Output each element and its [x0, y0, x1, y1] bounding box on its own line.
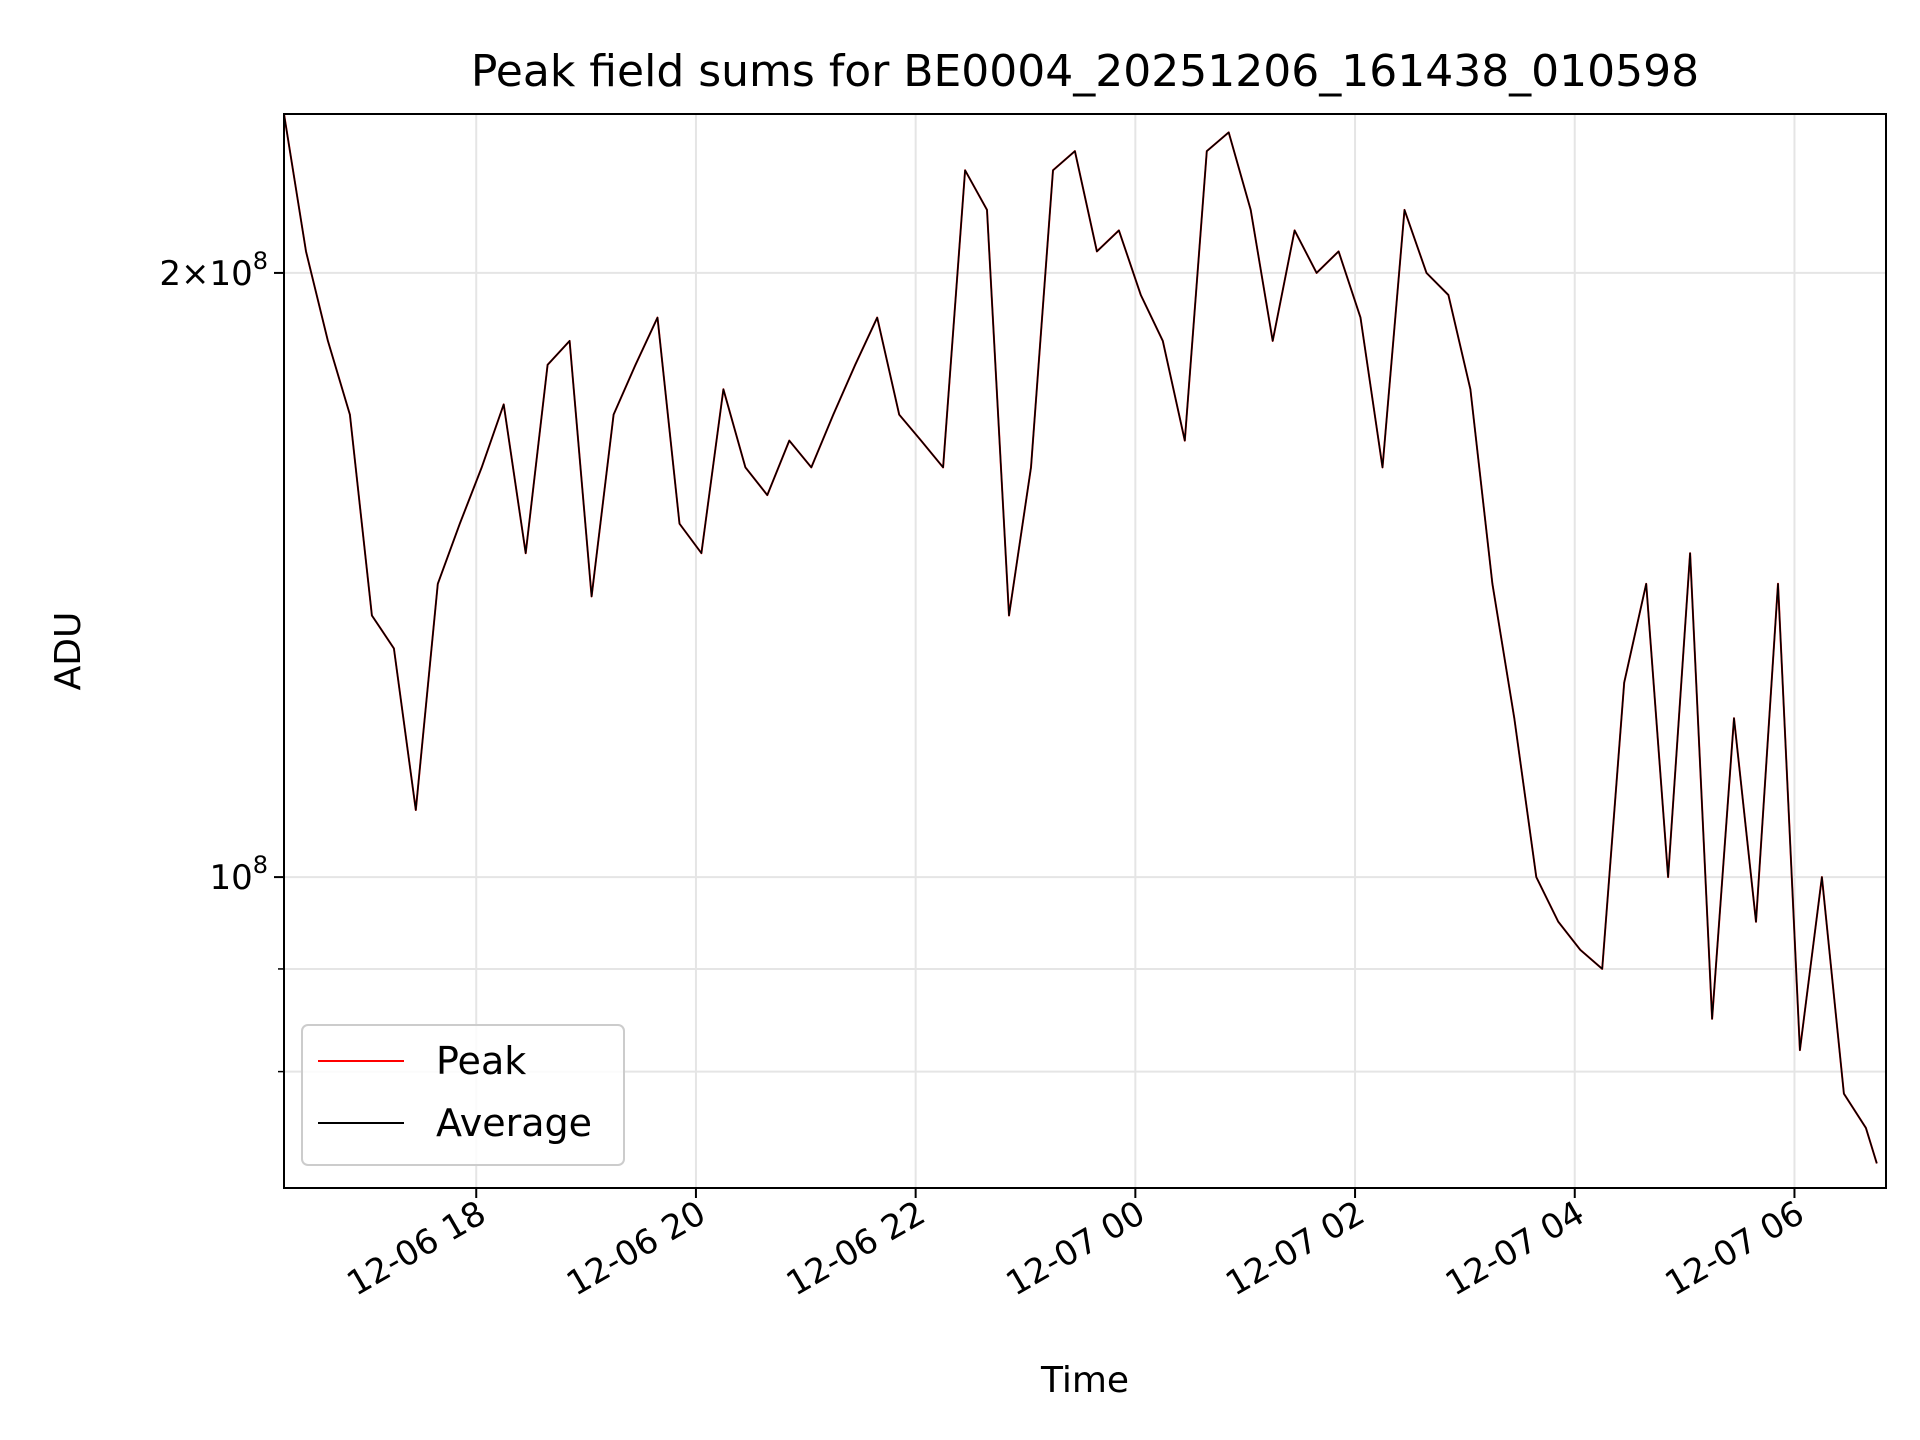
y-axis-label: ADU	[48, 612, 89, 691]
legend-label-average: Average	[436, 1101, 592, 1145]
series-line-average	[284, 114, 1878, 1164]
y-tick-label: 108	[209, 851, 268, 898]
chart-title: Peak field sums for BE0004_20251206_1614…	[471, 46, 1699, 97]
x-axis-label: Time	[1040, 1360, 1129, 1401]
y-tick-label: 2×108	[159, 247, 268, 294]
legend: Peak Average	[301, 1024, 625, 1166]
legend-label-peak: Peak	[436, 1039, 526, 1083]
y-axis-ticks: 108 2×108	[159, 247, 284, 1073]
plot-frame	[283, 113, 1887, 1189]
plot-series	[284, 114, 1878, 1164]
